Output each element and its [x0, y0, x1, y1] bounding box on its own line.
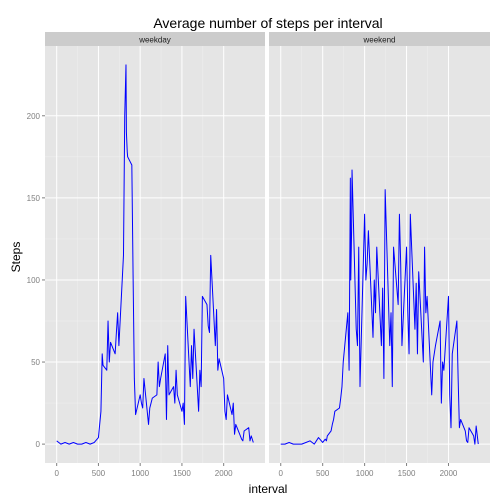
y-tick-label: 150 — [27, 194, 41, 203]
y-tick-label: 200 — [27, 112, 41, 121]
facet-weekend: weekend 0 500 1000 1500 2000 — [269, 32, 490, 478]
series-line-weekend — [280, 169, 479, 445]
x-tick-label: 2000 — [440, 469, 458, 478]
strip-weekend — [269, 32, 490, 46]
x-tick-label: 500 — [316, 469, 330, 478]
y-tick-label: 0 — [36, 440, 41, 449]
panel-weekend — [269, 46, 490, 463]
x-tick-label: 500 — [92, 469, 106, 478]
y-tick-label: 50 — [31, 358, 40, 367]
facet-panels: weekday 0 500 1000 1500 2000 0 50 100 150 200 weeke… — [27, 32, 490, 478]
facet-weekday: weekday 0 500 1000 1500 2000 0 50 100 150 200 — [27, 32, 265, 478]
x-axis-title: interval — [249, 482, 288, 496]
x-tick-label: 1000 — [131, 469, 149, 478]
x-tick-label: 1500 — [398, 469, 416, 478]
panel-weekday — [45, 46, 265, 463]
series-line-weekday — [56, 64, 254, 445]
strip-weekday — [45, 32, 265, 46]
chart-title: Average number of steps per interval — [153, 15, 382, 31]
strip-label-weekend: weekend — [362, 36, 395, 45]
strip-label-weekday: weekday — [138, 36, 171, 45]
x-tick-label: 1000 — [356, 469, 374, 478]
y-tick-label: 100 — [27, 276, 41, 285]
x-tick-label: 2000 — [215, 469, 233, 478]
x-tick-label: 0 — [54, 469, 59, 478]
x-tick-label: 0 — [279, 469, 284, 478]
x-tick-label: 1500 — [173, 469, 191, 478]
y-axis-title: Steps — [9, 242, 23, 273]
